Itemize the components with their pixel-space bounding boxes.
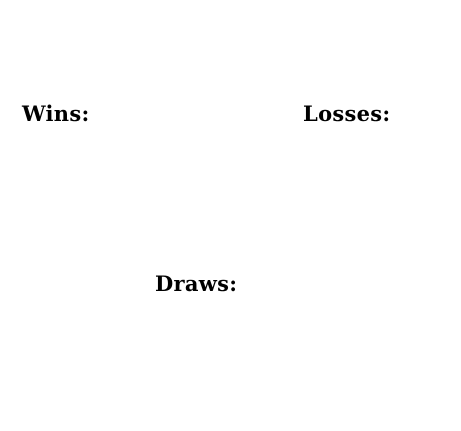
draws-label: Draws: bbox=[155, 271, 238, 296]
losses-label: Losses: bbox=[303, 101, 391, 126]
wins-label: Wins: bbox=[22, 101, 90, 126]
